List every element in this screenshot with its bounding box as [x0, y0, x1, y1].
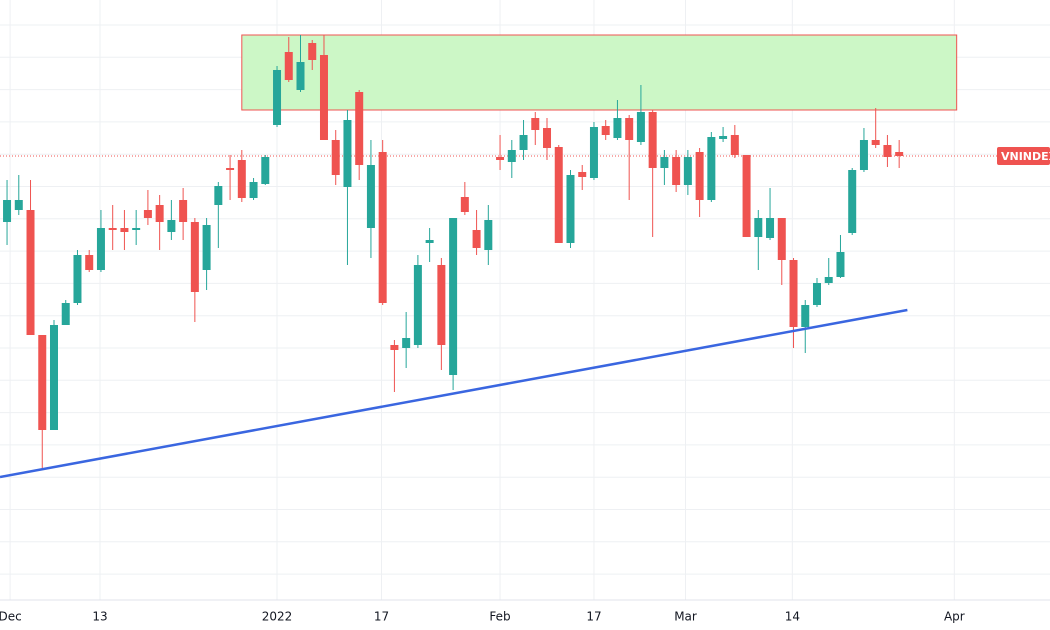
candle-body — [484, 220, 493, 250]
candle-body — [519, 135, 528, 150]
price-label-box — [997, 147, 1050, 165]
resistance-zone — [241, 34, 958, 111]
candle-body — [695, 152, 704, 200]
x-tick-label: Feb — [489, 610, 510, 624]
candle-body — [707, 137, 716, 200]
candle-body — [496, 157, 505, 160]
candle-body — [237, 160, 246, 198]
candle-body — [824, 277, 833, 283]
candle-body — [226, 168, 235, 170]
price-label: VNINDEX — [1001, 150, 1050, 163]
candle-body — [742, 155, 751, 237]
candle-body — [871, 140, 880, 145]
candle-body — [472, 230, 481, 248]
candle-body — [249, 182, 258, 198]
candle-body — [378, 152, 387, 303]
candle-body — [801, 305, 810, 327]
x-tick-label: 13 — [92, 610, 107, 624]
candle-body — [108, 228, 117, 230]
candle-body — [38, 335, 47, 430]
x-tick-label: 14 — [785, 610, 800, 624]
candle-body — [202, 225, 211, 270]
candle-body — [355, 92, 364, 165]
candle-body — [460, 197, 469, 212]
candle-body — [331, 140, 340, 175]
candle-body — [343, 120, 352, 187]
candle-body — [273, 70, 282, 125]
candle-body — [812, 283, 821, 305]
candle-body — [789, 260, 798, 327]
candle-body — [437, 265, 446, 345]
candle-body — [214, 186, 223, 205]
candle-body — [120, 228, 129, 232]
candle-body — [167, 220, 176, 232]
candle-body — [190, 222, 199, 292]
candle-body — [61, 303, 70, 325]
candle-body — [143, 210, 152, 218]
candle-body — [531, 118, 540, 130]
candle-body — [836, 252, 845, 277]
candle-body — [14, 200, 23, 210]
candle-body — [636, 112, 645, 142]
x-tick-label: 17 — [374, 610, 389, 624]
candle-body — [3, 200, 12, 222]
candle-body — [26, 210, 35, 335]
candle-body — [730, 135, 739, 155]
candle-body — [554, 147, 563, 243]
candle-body — [601, 126, 610, 135]
candle-body — [85, 255, 94, 270]
candle-body — [660, 157, 669, 168]
candle-body — [578, 172, 587, 177]
candle-body — [895, 152, 904, 156]
candle-body — [261, 157, 270, 184]
candle-body — [672, 157, 681, 185]
candle-body — [589, 127, 598, 178]
x-tick-label: 17 — [586, 610, 601, 624]
x-tick-label: 2022 — [262, 610, 293, 624]
candle-body — [766, 218, 775, 238]
candle-body — [402, 338, 411, 348]
candle-body — [49, 325, 58, 430]
candle-body — [883, 145, 892, 157]
x-tick-label: Mar — [674, 610, 697, 624]
candle-body — [425, 240, 434, 243]
candle-body — [719, 136, 728, 139]
candle-body — [96, 228, 105, 270]
candle-body — [566, 175, 575, 243]
x-tick-label: Dec — [0, 610, 22, 624]
candle-body — [613, 118, 622, 138]
candle-body — [754, 218, 763, 237]
candle-body — [366, 165, 375, 228]
candle-body — [683, 157, 692, 185]
candle-body — [777, 218, 786, 260]
candle-body — [859, 140, 868, 170]
candle-body — [413, 265, 422, 345]
candle-body — [543, 128, 552, 148]
candle-body — [73, 255, 82, 303]
candle-body — [390, 345, 399, 350]
trendline — [0, 308, 908, 479]
candle-body — [308, 43, 317, 60]
candle-body — [449, 218, 458, 375]
candle-body — [625, 118, 634, 140]
candle-body — [319, 55, 328, 140]
candle-body — [132, 228, 141, 230]
candle-body — [284, 52, 293, 80]
candle-body — [155, 205, 164, 222]
candle-body — [179, 200, 188, 222]
candle-body — [848, 170, 857, 233]
candle-body — [296, 62, 305, 90]
candle-body — [648, 112, 657, 168]
x-tick-label: Apr — [944, 610, 965, 624]
candle-body — [507, 150, 516, 162]
